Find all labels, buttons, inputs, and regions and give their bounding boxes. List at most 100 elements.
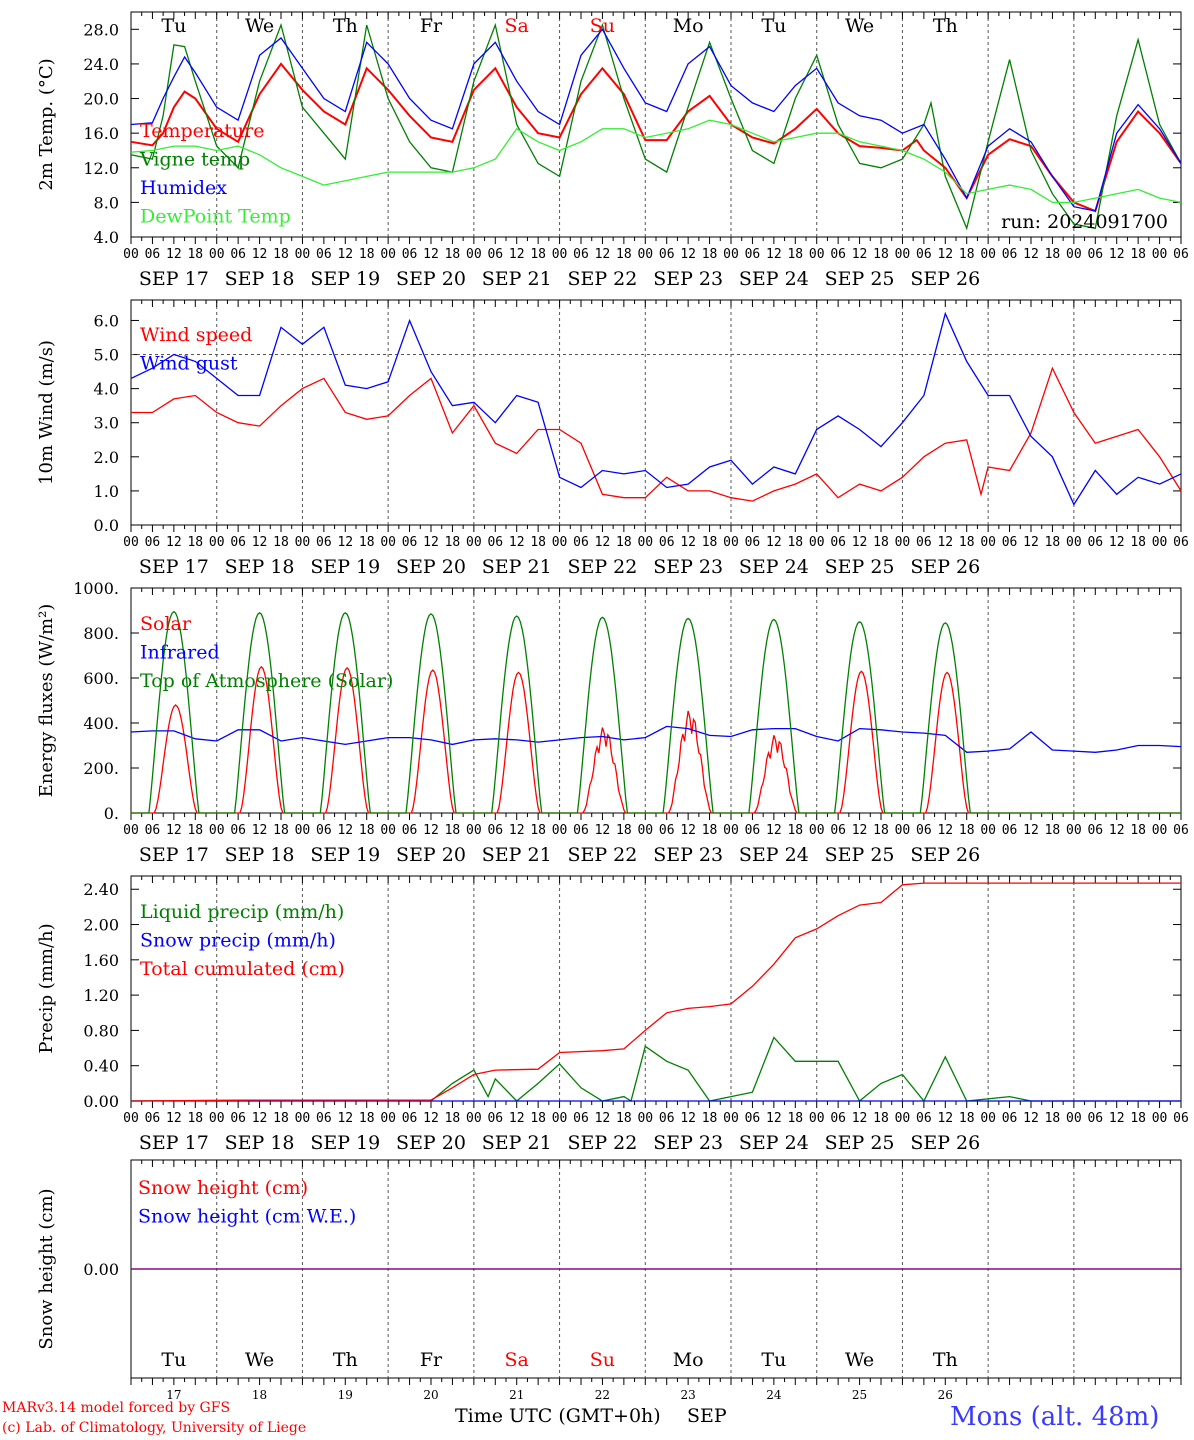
hour-label: 18 (273, 823, 289, 838)
hour-label: 12 (509, 247, 525, 262)
y-tick-label: 12.0 (83, 159, 119, 178)
hour-label: 00 (637, 823, 653, 838)
hour-label: 18 (873, 1111, 889, 1126)
y-tick-label: 28.0 (83, 20, 119, 39)
hour-label: 00 (209, 535, 225, 550)
hour-label: 00 (380, 535, 396, 550)
y-tick-label: 2.0 (94, 448, 119, 467)
hour-label: 12 (252, 823, 268, 838)
hour-label: 06 (659, 823, 675, 838)
hour-label: 06 (1173, 247, 1189, 262)
hour-label: 00 (1066, 823, 1082, 838)
hour-label: 12 (937, 535, 953, 550)
day-number: 17 (166, 1388, 181, 1402)
hour-label: 12 (423, 823, 439, 838)
hour-label: 06 (659, 1111, 675, 1126)
legend-entry: Humidex (140, 177, 227, 199)
series-line (130, 22, 1182, 231)
hour-label: 00 (723, 535, 739, 550)
y-axis-label: 2m Temp. (°C) (36, 58, 57, 190)
hour-label: 12 (1023, 823, 1039, 838)
day-abbrev-bottom: Tu (761, 1349, 786, 1371)
series-line (130, 28, 1182, 212)
date-label: SEP 22 (567, 268, 637, 290)
date-label: SEP 25 (825, 1132, 895, 1154)
date-label: SEP 26 (910, 1132, 980, 1154)
hour-label: 18 (445, 535, 461, 550)
hour-label: 00 (295, 247, 311, 262)
hour-label: 06 (1087, 1111, 1103, 1126)
y-tick-label: 0.80 (83, 1021, 119, 1040)
hour-label: 12 (595, 1111, 611, 1126)
hour-label: 06 (916, 247, 932, 262)
y-tick-label: 6.0 (94, 311, 119, 330)
day-number: 23 (681, 1388, 696, 1402)
hour-label: 18 (1130, 247, 1146, 262)
hour-label: 00 (980, 823, 996, 838)
day-abbrev-bottom: Su (590, 1349, 615, 1371)
day-abbrev-top: We (845, 15, 874, 37)
hour-label: 00 (1066, 535, 1082, 550)
y-tick-label: 5.0 (94, 346, 119, 365)
day-abbrev-bottom: We (245, 1349, 274, 1371)
hour-label: 12 (766, 1111, 782, 1126)
hour-label: 06 (402, 823, 418, 838)
hour-label: 00 (552, 535, 568, 550)
day-number: 19 (338, 1388, 353, 1402)
hour-label: 06 (1087, 247, 1103, 262)
hour-label: 00 (1152, 247, 1168, 262)
hour-label: 00 (895, 1111, 911, 1126)
date-label: SEP 18 (225, 556, 295, 578)
date-label: SEP 22 (567, 1132, 637, 1154)
hour-label: 00 (723, 247, 739, 262)
date-label: SEP 17 (139, 1132, 209, 1154)
hour-label: 06 (230, 823, 246, 838)
hour-label: 12 (337, 535, 353, 550)
hour-label: 06 (402, 535, 418, 550)
hour-label: 06 (745, 535, 761, 550)
hour-label: 00 (209, 823, 225, 838)
hour-label: 18 (530, 823, 546, 838)
date-label: SEP 20 (396, 268, 466, 290)
day-abbrev-top: Tu (761, 15, 786, 37)
hour-label: 06 (145, 1111, 161, 1126)
hour-label: 00 (123, 535, 139, 550)
hour-label: 18 (616, 1111, 632, 1126)
hour-label: 00 (1066, 1111, 1082, 1126)
y-tick-label: 600. (83, 669, 119, 688)
hour-label: 12 (852, 823, 868, 838)
hour-label: 06 (830, 247, 846, 262)
series-line (130, 311, 1182, 506)
hour-label: 06 (1002, 823, 1018, 838)
series-line (131, 610, 1181, 814)
y-tick-label: 8.0 (94, 193, 119, 212)
y-tick-label: 3.0 (94, 414, 119, 433)
hour-label: 18 (787, 823, 803, 838)
hour-label: 12 (509, 823, 525, 838)
y-axis-label: Energy fluxes (W/m²) (36, 604, 57, 798)
legend-entry: Wind gust (140, 353, 238, 375)
hour-label: 00 (809, 247, 825, 262)
hour-label: 06 (830, 535, 846, 550)
hour-label: 06 (1173, 535, 1189, 550)
hour-label: 06 (1173, 823, 1189, 838)
hour-label: 18 (702, 535, 718, 550)
legend-entry: Snow height (cm W.E.) (138, 1206, 356, 1228)
date-label: SEP 25 (825, 556, 895, 578)
date-label: SEP 20 (396, 1132, 466, 1154)
hour-label: 18 (273, 247, 289, 262)
hour-label: 00 (123, 247, 139, 262)
day-abbrev-bottom: Th (933, 1349, 958, 1371)
hour-label: 00 (1152, 1111, 1168, 1126)
hour-label: 18 (959, 247, 975, 262)
date-label: SEP 20 (396, 556, 466, 578)
hour-label: 06 (573, 247, 589, 262)
legend-entry: Solar (140, 613, 192, 635)
hour-label: 00 (895, 823, 911, 838)
hour-label: 18 (873, 247, 889, 262)
date-label: SEP 22 (567, 844, 637, 866)
date-label: SEP 24 (739, 1132, 809, 1154)
date-label: SEP 18 (225, 268, 295, 290)
hour-label: 06 (487, 823, 503, 838)
hour-label: 00 (295, 823, 311, 838)
